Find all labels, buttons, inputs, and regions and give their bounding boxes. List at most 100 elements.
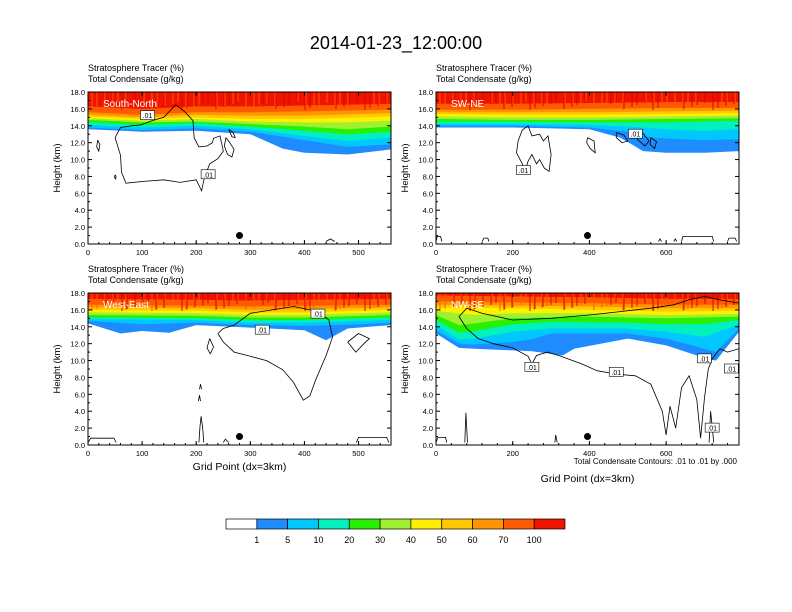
condensate-contour (356, 437, 390, 443)
y-tick-label: 10.0 (70, 156, 85, 165)
panel-subtitle: Stratosphere Tracer (%) (436, 264, 532, 274)
condensate-contour (458, 295, 739, 439)
y-tick-label: 0.0 (75, 441, 85, 450)
colorbar-label: 5 (285, 535, 290, 545)
plot-layers: .01 .01 (436, 92, 739, 244)
x-tick-label: 100 (136, 449, 149, 458)
y-tick-label: 2.0 (423, 223, 433, 232)
condensate-contour (649, 137, 657, 150)
contour-label-box (724, 363, 739, 374)
y-tick-label: 16.0 (70, 306, 85, 315)
panel-label: SW-NE (451, 99, 484, 110)
contour-label: .01 (611, 370, 621, 377)
condensate-contour (114, 104, 224, 193)
x-tick-label: 0 (86, 248, 90, 257)
colorbar-box (225, 518, 258, 530)
y-tick-label: 6.0 (423, 390, 433, 399)
figure-title: 2014-01-23_12:00:00 (310, 33, 482, 54)
y-axis-label: Height (km) (400, 143, 411, 192)
y-tick-label: 18.0 (70, 88, 85, 97)
panel-nw-se: Stratosphere Tracer (%)Total Condensate … (400, 264, 740, 485)
colorbar-label: 100 (527, 535, 542, 545)
condensate-contour (681, 236, 715, 242)
colorbar-box (318, 518, 350, 530)
y-tick-label: 16.0 (70, 105, 85, 114)
y-tick-label: 0.0 (75, 240, 85, 249)
x-tick-label: 500 (352, 248, 365, 257)
contour-label-box (254, 324, 270, 335)
condensate-contour (586, 137, 596, 154)
colorbar-box (533, 518, 566, 530)
y-tick-label: 12.0 (418, 139, 433, 148)
y-tick-label: 14.0 (70, 323, 85, 332)
colorbar-box (348, 518, 381, 530)
condensate-contour (223, 137, 235, 158)
y-tick-label: 0.0 (423, 441, 433, 450)
condensate-contour (228, 128, 236, 139)
condensate-contour (114, 174, 117, 181)
colorbar-label: 20 (344, 535, 354, 545)
y-tick-label: 12.0 (70, 340, 85, 349)
condensate-contour (96, 139, 101, 153)
colorbar-label: 60 (468, 535, 478, 545)
colorbar-box (379, 518, 412, 530)
x-tick-label: 200 (190, 248, 203, 257)
condensate-contour (658, 238, 662, 242)
contour-label-box (140, 110, 155, 120)
contour-label: .01 (257, 328, 267, 335)
panel-subtitle: Stratosphere Tracer (%) (88, 264, 184, 274)
colorbar-label: 10 (313, 535, 323, 545)
y-tick-label: 8.0 (75, 373, 85, 382)
x-tick-label: 500 (352, 449, 365, 458)
y-tick-label: 4.0 (75, 206, 85, 215)
y-tick-label: 2.0 (75, 424, 85, 433)
contour-label-box (628, 128, 643, 139)
y-tick-label: 4.0 (423, 206, 433, 215)
panel-west-east: Stratosphere Tracer (%)Total Condensate … (52, 264, 392, 473)
contour-label: .01 (707, 426, 717, 433)
plot-layers: .01 .01 (88, 92, 391, 244)
y-tick-label: 4.0 (423, 407, 433, 416)
contour-label: .01 (527, 365, 537, 372)
contour-label-box (704, 422, 720, 433)
contour-label: .01 (700, 356, 710, 363)
condensate-contour (198, 395, 201, 402)
x-tick-label: 0 (86, 449, 90, 458)
y-tick-label: 14.0 (418, 122, 433, 131)
condensate-contour (436, 437, 448, 443)
y-tick-label: 10.0 (70, 357, 85, 366)
colorbar-box (256, 518, 288, 530)
x-tick-label: 600 (660, 449, 673, 458)
panel-subtitle: Total Condensate (g/kg) (436, 275, 532, 285)
y-tick-label: 2.0 (75, 223, 85, 232)
colorbar-label: 1 (254, 535, 259, 545)
x-tick-label: 400 (298, 449, 311, 458)
x-tick-label: 300 (244, 248, 257, 257)
y-tick-label: 16.0 (418, 306, 433, 315)
colorbar-label: 70 (498, 535, 508, 545)
location-marker (236, 433, 243, 441)
condensate-contour (217, 306, 334, 401)
condensate-contour (198, 416, 205, 443)
x-tick-label: 600 (660, 248, 673, 257)
panel-subtitle: Total Condensate (g/kg) (88, 275, 184, 285)
colorbar-label: 40 (406, 535, 416, 545)
x-tick-label: 400 (583, 449, 596, 458)
colorbar-box (472, 518, 504, 530)
condensate-contour (554, 434, 558, 443)
contour-footnote: Total Condensate Contours: .01 to .01 by… (574, 457, 738, 466)
condensate-contour (481, 237, 490, 242)
condensate-contour (516, 125, 552, 173)
y-tick-label: 12.0 (418, 340, 433, 349)
panel-label: West-East (103, 300, 149, 311)
y-tick-label: 16.0 (418, 105, 433, 114)
colorbar-label: 30 (375, 535, 385, 545)
panel-subtitle: Stratosphere Tracer (%) (436, 63, 532, 73)
contour-label-box (310, 308, 326, 319)
condensate-contour (673, 238, 678, 242)
x-tick-label: 400 (298, 248, 311, 257)
y-axis-label: Height (km) (52, 344, 63, 393)
x-tick-label: 400 (583, 248, 596, 257)
y-tick-label: 6.0 (75, 189, 85, 198)
